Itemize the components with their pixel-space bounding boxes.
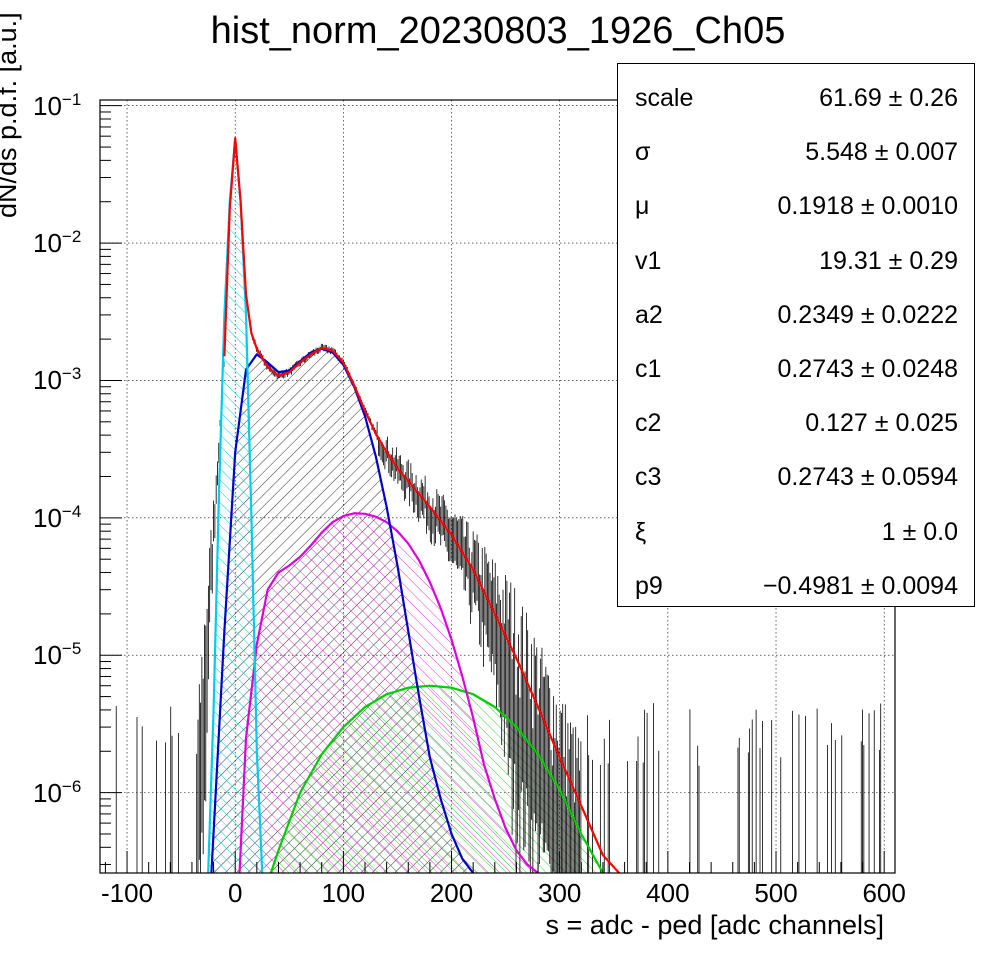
stat-name: c2 [635,409,662,438]
stat-name: v1 [635,246,662,275]
fit-parameters-box: scale 61.69 ± 0.26 σ 5.548 ± 0.007 μ 0.1918 ±… [617,63,975,607]
total-fit-curve [223,137,620,873]
y-tick-label: 10−6 [33,777,81,809]
stat-value: 0.2743 ± 0.0594 [777,463,958,492]
chart-title: hist_norm_20230803_1926_Ch05 [210,10,786,52]
y-tick-base: 10 [33,365,62,396]
stat-name: p9 [635,571,663,600]
stat-row: a2 0.2349 ± 0.0222 [618,287,974,341]
stat-row: c2 0.127 ± 0.025 [618,395,974,449]
stat-value: 61.69 ± 0.26 [819,84,958,112]
stat-row: ξ 1 ± 0.0 [618,504,974,558]
stat-name: scale [635,84,694,112]
stat-name: μ [635,192,650,221]
y-tick-exponent: −6 [61,776,82,796]
x-tick-label: 500 [754,878,798,908]
stat-name: ξ [635,517,647,546]
stat-value: 0.2743 ± 0.0248 [777,355,958,383]
stat-value: −0.4981 ± 0.0094 [762,571,958,600]
x-tick-label: 200 [429,878,474,908]
stat-row: v1 19.31 ± 0.29 [618,233,974,287]
stat-value: 5.548 ± 0.007 [805,138,958,167]
y-tick-exponent: −2 [61,227,82,247]
stat-value: 19.31 ± 0.29 [819,246,958,275]
stat-row: σ 5.548 ± 0.007 [618,124,974,178]
stat-value: 0.127 ± 0.025 [805,409,958,438]
y-tick-base: 10 [33,640,62,671]
stat-name: c3 [635,463,662,492]
two-pe-curve [238,512,539,873]
stat-row: c3 0.2743 ± 0.0594 [618,449,974,503]
stat-row: c1 0.2743 ± 0.0248 [618,341,974,395]
y-tick-base: 10 [33,502,62,533]
three-pe-curve [269,684,604,873]
x-tick-label: -100 [101,878,154,908]
y-tick-base: 10 [33,227,62,258]
x-tick-label: 300 [537,878,582,908]
stat-name: a2 [635,300,663,329]
stat-row: μ 0.1918 ± 0.0010 [618,178,974,232]
stat-name: c1 [635,355,662,383]
stat-value: 1 ± 0.0 [881,517,958,546]
y-tick-exponent: −5 [61,639,82,659]
x-tick-label: 400 [646,878,690,908]
stat-row: scale 61.69 ± 0.26 [618,70,974,124]
y-tick-base: 10 [33,90,62,121]
axis-ticks [100,105,885,873]
y-tick-exponent: −4 [61,502,82,522]
y-axis-label: dN/ds p.d.f. [a.u.] [0,12,22,218]
y-tick-label: 10−5 [33,639,81,671]
x-tick-label: 100 [321,878,366,908]
stat-row: p9 −0.4981 ± 0.0094 [618,558,974,612]
y-tick-label: 10−4 [33,502,81,534]
x-axis-label: s = adc - ped [adc channels] [545,910,884,940]
stat-value: 0.1918 ± 0.0010 [777,192,958,221]
y-tick-label: 10−3 [33,365,81,397]
y-tick-exponent: −3 [61,364,82,384]
y-tick-label: 10−2 [33,227,81,259]
stat-name: σ [635,138,651,167]
y-tick-exponent: −1 [61,89,82,109]
y-tick-base: 10 [33,777,62,808]
y-tick-label: 10−1 [33,90,81,122]
stat-value: 0.2349 ± 0.0222 [777,300,958,329]
x-tick-label: 0 [227,878,243,908]
x-tick-label: 600 [862,878,906,908]
